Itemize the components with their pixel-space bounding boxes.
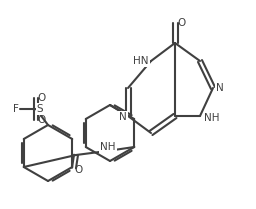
Text: F: F [13, 104, 19, 114]
Text: NH: NH [100, 142, 116, 152]
Text: O: O [38, 93, 46, 103]
Text: O: O [177, 18, 185, 28]
Text: O: O [75, 165, 83, 175]
Text: N: N [216, 83, 224, 93]
Text: N: N [119, 112, 127, 122]
Text: NH: NH [204, 113, 220, 123]
Text: S: S [37, 104, 43, 114]
Text: HN: HN [133, 56, 149, 66]
Text: O: O [38, 115, 46, 125]
